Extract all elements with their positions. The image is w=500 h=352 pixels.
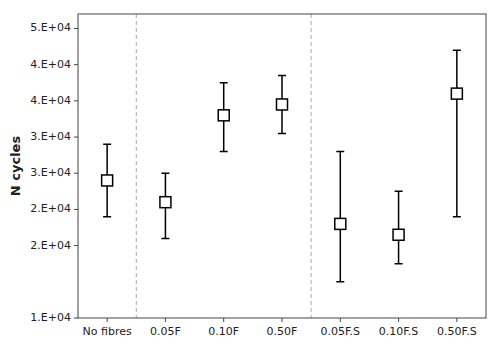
y-tick [74, 100, 78, 101]
y-tick [74, 173, 78, 174]
y-tick-label: 5.E+04 [30, 21, 71, 34]
y-tick-label: 4.E+04 [30, 58, 71, 71]
mean-marker [160, 197, 171, 208]
y-tick-label: 3.E+04 [30, 166, 71, 179]
mean-marker [102, 175, 113, 186]
y-tick-label: 2.E+04 [30, 202, 71, 215]
x-tick [398, 318, 399, 322]
mean-marker [277, 99, 288, 110]
marks [102, 50, 463, 282]
x-tick-label: 0.05F.S [321, 325, 361, 338]
x-tick-label: No fibres [83, 325, 132, 338]
y-tick-label: 4.E+04 [30, 94, 71, 107]
x-tick [223, 318, 224, 322]
x-tick [107, 318, 108, 322]
x-tick-label: 0.50F [267, 325, 298, 338]
y-tick-label: 1.E+04 [30, 311, 71, 324]
mean-marker [218, 110, 229, 121]
x-tick-label: 0.10F [208, 325, 239, 338]
group-separator [311, 14, 312, 318]
error-bar-lower [336, 224, 344, 282]
error-bar-upper [453, 50, 461, 93]
x-tick-label: 0.50F.S [437, 325, 477, 338]
x-tick [340, 318, 341, 322]
y-tick [74, 209, 78, 210]
y-tick [74, 245, 78, 246]
x-tick [282, 318, 283, 322]
x-tick [165, 318, 166, 322]
plot-frame [78, 14, 486, 318]
chart: 1.E+04 2.E+04 2.E+04 3.E+04 3.E+04 4.E+04 4.E+… [0, 0, 500, 352]
error-bar-lower [453, 94, 461, 217]
error-bar-upper [395, 191, 403, 234]
mean-marker [335, 218, 346, 229]
y-tick [74, 28, 78, 29]
y-tick-label: 2.E+04 [30, 239, 71, 252]
mean-marker [451, 88, 462, 99]
y-tick [74, 318, 78, 319]
y-axis-label: N cycles [8, 136, 23, 197]
group-separator [136, 14, 137, 318]
x-tick [456, 318, 457, 322]
error-bar-upper [336, 152, 344, 224]
mean-marker [393, 229, 404, 240]
y-tick [74, 137, 78, 138]
y-tick [74, 64, 78, 65]
x-tick-label: 0.10F.S [379, 325, 419, 338]
x-tick-label: 0.05F [150, 325, 181, 338]
y-tick-label: 3.E+04 [30, 130, 71, 143]
